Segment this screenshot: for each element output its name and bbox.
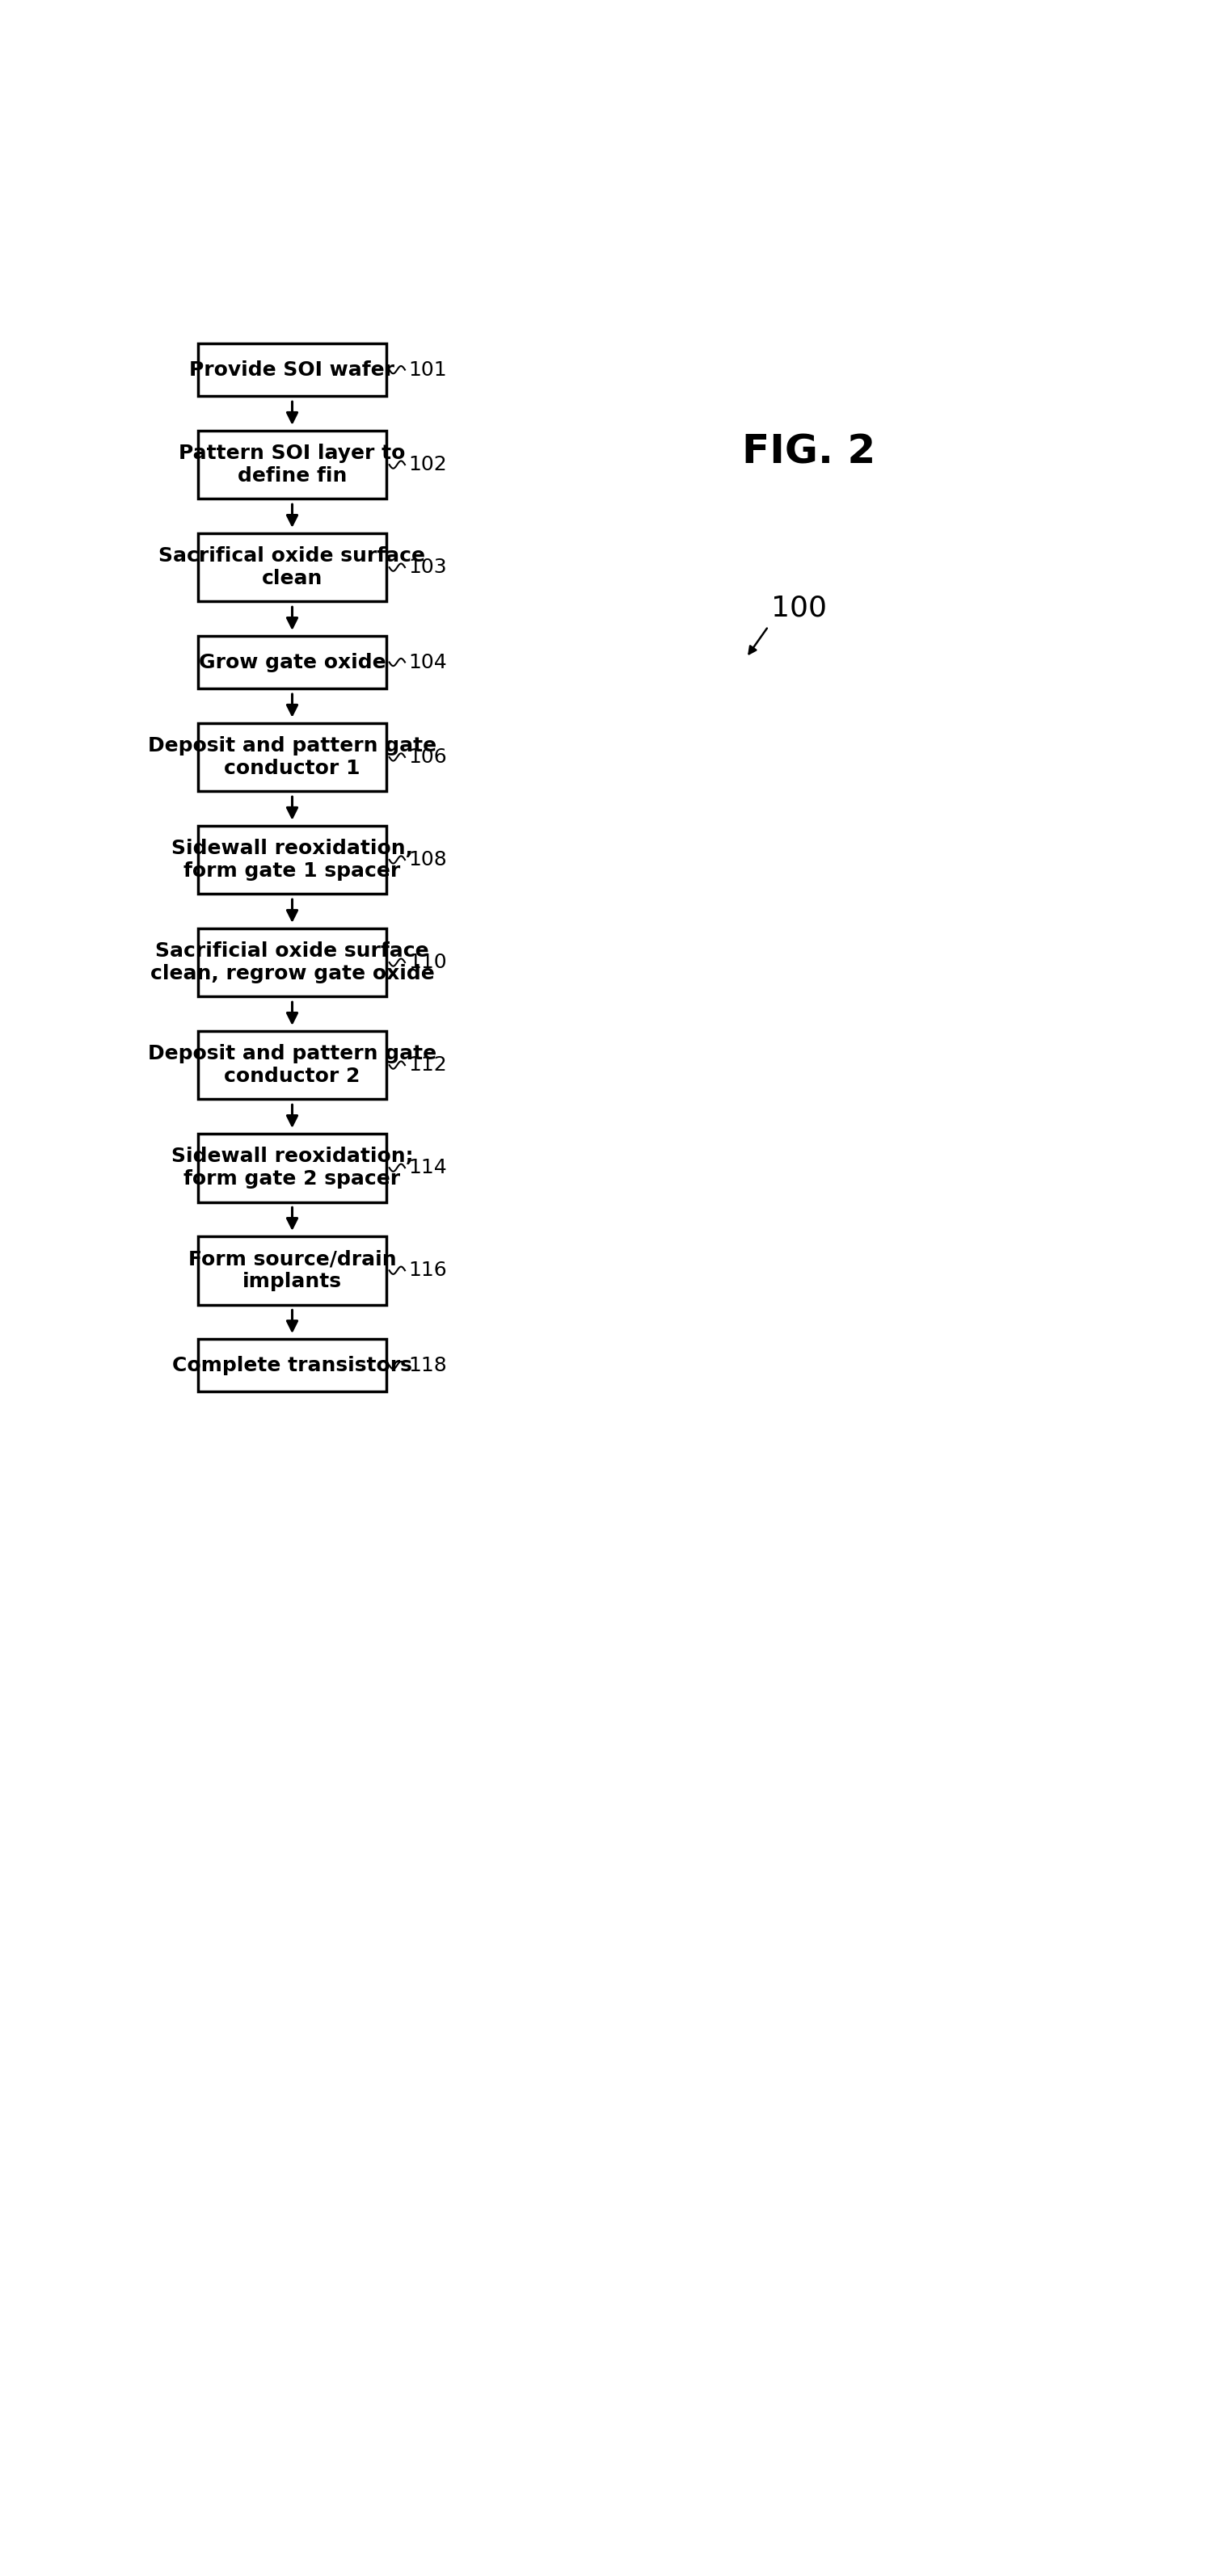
Bar xyxy=(198,724,386,791)
Bar xyxy=(198,1133,386,1203)
Bar xyxy=(198,430,386,500)
Text: FIG. 2: FIG. 2 xyxy=(742,433,876,471)
Bar xyxy=(198,824,386,894)
Text: Form source/drain
implants: Form source/drain implants xyxy=(188,1249,397,1291)
Text: 114: 114 xyxy=(408,1159,446,1177)
Bar xyxy=(198,636,386,688)
Text: Deposit and pattern gate
conductor 2: Deposit and pattern gate conductor 2 xyxy=(148,1043,437,1087)
Text: 101: 101 xyxy=(408,361,446,379)
Text: Pattern SOI layer to
define fin: Pattern SOI layer to define fin xyxy=(179,443,405,487)
Bar xyxy=(198,1236,386,1303)
Text: 106: 106 xyxy=(408,747,446,768)
Text: Sacrificial oxide surface
clean, regrow gate oxide: Sacrificial oxide surface clean, regrow … xyxy=(150,940,434,984)
Text: Sacrifical oxide surface
clean: Sacrifical oxide surface clean xyxy=(159,546,426,587)
Text: 116: 116 xyxy=(408,1260,446,1280)
Text: Sidewall reoxidation;
form gate 2 spacer: Sidewall reoxidation; form gate 2 spacer xyxy=(171,1146,414,1188)
Bar xyxy=(198,1340,386,1391)
Bar xyxy=(198,1030,386,1100)
Bar xyxy=(198,343,386,397)
Text: 100: 100 xyxy=(772,595,828,621)
Text: Deposit and pattern gate
conductor 1: Deposit and pattern gate conductor 1 xyxy=(148,737,437,778)
Text: 118: 118 xyxy=(408,1355,446,1376)
Text: Provide SOI wafer: Provide SOI wafer xyxy=(190,361,394,379)
Text: 103: 103 xyxy=(408,556,446,577)
Text: 108: 108 xyxy=(408,850,446,871)
Bar xyxy=(198,927,386,997)
Text: Complete transistors: Complete transistors xyxy=(172,1355,413,1376)
Text: Grow gate oxide: Grow gate oxide xyxy=(198,652,386,672)
Text: 102: 102 xyxy=(408,456,446,474)
Text: 112: 112 xyxy=(408,1056,446,1074)
Text: Sidewall reoxidation,
form gate 1 spacer: Sidewall reoxidation, form gate 1 spacer xyxy=(172,840,413,881)
Bar xyxy=(198,533,386,603)
Text: 104: 104 xyxy=(408,652,446,672)
Text: 110: 110 xyxy=(408,953,446,971)
